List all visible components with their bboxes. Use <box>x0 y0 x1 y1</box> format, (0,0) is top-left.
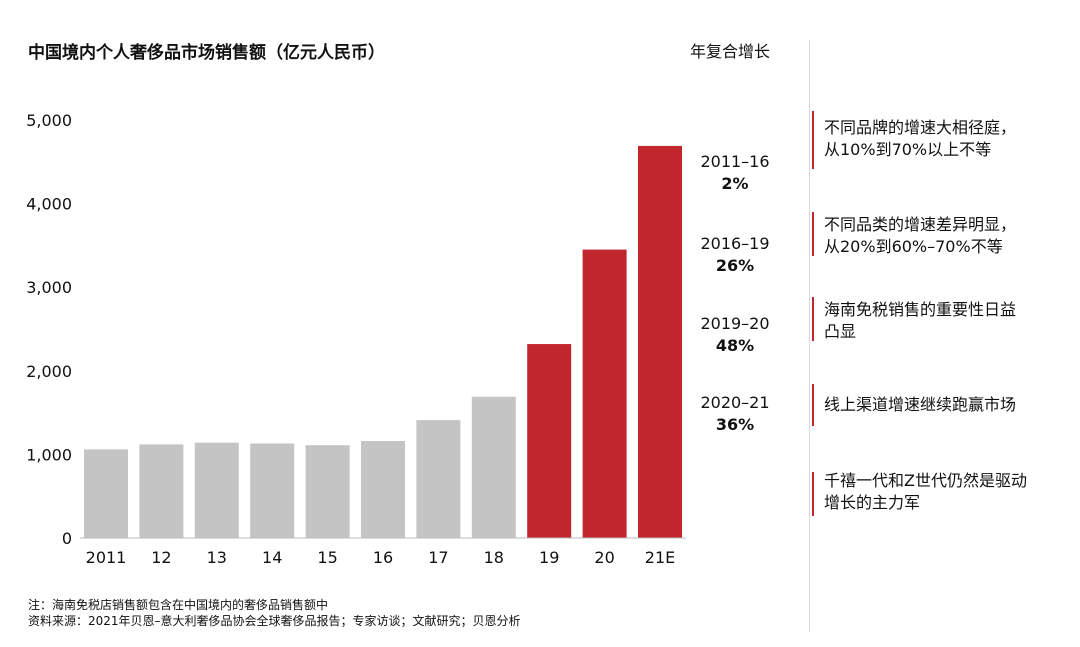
note-item: 千禧一代和Z世代仍然是驱动 增长的主力军 <box>812 470 1074 516</box>
cagr-header: 年复合增长 <box>690 42 771 61</box>
x-tick-label: 2011 <box>86 548 127 567</box>
note-text: 千禧一代和Z世代仍然是驱动 增长的主力军 <box>824 471 1027 512</box>
bar-19 <box>527 344 572 538</box>
footnote: 注：海南免税店销售额包含在中国境内的奢侈品销售额中 资料来源：2021年贝恩–意… <box>28 597 521 629</box>
y-tick-label: 4,000 <box>26 195 72 214</box>
note-item: 海南免税销售的重要性日益 凸显 <box>812 297 1074 343</box>
cagr-period: 2016–19 <box>700 234 770 253</box>
x-tick-label: 16 <box>373 548 393 567</box>
bar-21E <box>638 145 682 538</box>
note-text: 线上渠道增速继续跑赢市场 <box>824 395 1017 414</box>
x-tick-label: 12 <box>151 548 171 567</box>
cagr-period: 2019–20 <box>700 314 770 333</box>
cagr-value: 36% <box>715 415 755 434</box>
y-tick-label: 5,000 <box>26 111 72 130</box>
bar-18 <box>471 396 516 538</box>
note-item: 不同品牌的增速大相径庭， 从10%到70%以上不等 <box>812 111 1074 169</box>
cagr-value: 26% <box>715 256 755 275</box>
x-tick-label: 15 <box>317 548 337 567</box>
cagr-item: 2016–19 26% <box>680 233 790 277</box>
note-text: 不同品类的增速差异明显， 从20%到60%–70%不等 <box>824 215 1017 256</box>
note-item: 线上渠道增速继续跑赢市场 <box>812 384 1074 426</box>
x-tick-label: 13 <box>207 548 227 567</box>
cagr-item: 2020–21 36% <box>680 392 790 436</box>
note-item: 不同品类的增速差异明显， 从20%到60%–70%不等 <box>812 212 1074 258</box>
x-tick-label: 20 <box>594 548 614 567</box>
bar-15 <box>305 445 350 538</box>
note-accent-bar <box>812 297 814 341</box>
cagr-period: 2020–21 <box>700 393 770 412</box>
bar-20 <box>582 249 627 538</box>
bar-chart: 0 1,000 2,000 3,000 4,000 5,000 2011 12 13 14 15 16… <box>26 111 686 567</box>
note-accent-bar <box>812 212 814 256</box>
x-tick-label: 17 <box>428 548 448 567</box>
note-accent-bar <box>812 111 814 169</box>
chart-title: 中国境内个人奢侈品市场销售额（亿元人民币） <box>28 43 385 63</box>
y-tick-label: 2,000 <box>26 362 72 381</box>
divider-line <box>809 40 810 632</box>
footnote-note: 注：海南免税店销售额包含在中国境内的奢侈品销售额中 <box>28 598 329 612</box>
cagr-value: 2% <box>721 174 749 193</box>
cagr-value: 48% <box>715 336 755 355</box>
footnote-source: 资料来源：2021年贝恩–意大利奢侈品协会全球奢侈品报告；专家访谈；文献研究；贝… <box>28 614 521 628</box>
bar-16 <box>361 441 405 538</box>
y-tick-label: 0 <box>62 529 72 548</box>
note-text: 海南免税销售的重要性日益 凸显 <box>824 300 1017 341</box>
y-tick-label: 3,000 <box>26 278 72 297</box>
cagr-period: 2011–16 <box>700 152 770 171</box>
bar-13 <box>194 442 239 538</box>
cagr-item: 2019–20 48% <box>680 313 790 357</box>
note-text: 不同品牌的增速大相径庭， 从10%到70%以上不等 <box>824 118 1017 159</box>
y-tick-label: 1,000 <box>26 445 72 464</box>
note-accent-bar <box>812 472 814 516</box>
bar-17 <box>416 420 461 538</box>
bar-2011 <box>84 449 128 538</box>
bar-12 <box>139 444 184 538</box>
x-tick-label: 14 <box>262 548 282 567</box>
cagr-item: 2011–16 2% <box>680 151 790 195</box>
x-tick-label: 19 <box>539 548 559 567</box>
note-accent-bar <box>812 384 814 426</box>
bar-14 <box>250 443 295 538</box>
x-tick-label: 21E <box>645 548 675 567</box>
x-tick-label: 18 <box>484 548 504 567</box>
